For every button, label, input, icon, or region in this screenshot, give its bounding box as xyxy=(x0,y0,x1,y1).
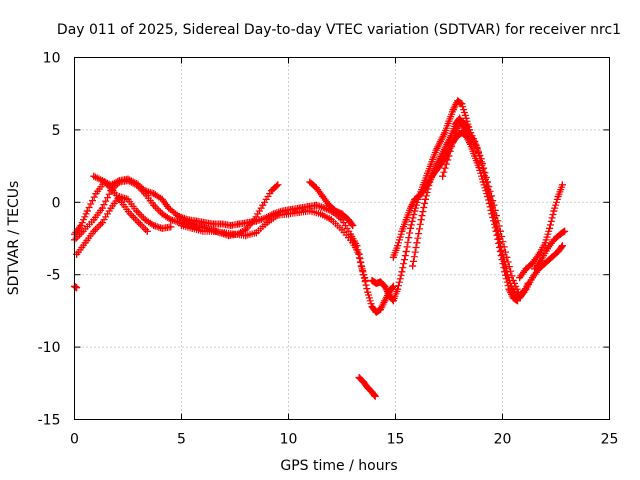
y-tick-label: -5 xyxy=(47,268,61,284)
y-axis-label: SDTVAR / TECUs xyxy=(6,181,22,296)
data-point-trail xyxy=(175,201,369,284)
chart-title: Day 011 of 2025, Sidereal Day-to-day VTE… xyxy=(57,22,621,38)
y-tick-label: -15 xyxy=(38,413,61,429)
plot-frame xyxy=(74,57,610,420)
series-prn-track-5 xyxy=(175,201,369,284)
data-point-trail xyxy=(306,178,357,229)
data-point-trail xyxy=(368,97,474,305)
series-prn-track-9 xyxy=(389,129,521,305)
y-tick-label: 0 xyxy=(52,195,61,211)
data-point-trail xyxy=(71,282,81,292)
series-prn-track-12 xyxy=(516,181,566,282)
axis-ticks: 0 5 10 15 20 25 -15 -10 -5 0 5 10 xyxy=(38,51,619,448)
series-prn-track-7 xyxy=(306,178,357,229)
data-point-trail xyxy=(531,227,569,273)
data-point-trail xyxy=(73,193,175,258)
x-tick-label: 20 xyxy=(494,432,512,448)
data-point-trail xyxy=(355,374,379,400)
grid-lines xyxy=(74,57,610,420)
y-tick-label: 5 xyxy=(52,123,61,139)
data-point-trail xyxy=(389,129,521,305)
data-series xyxy=(71,97,569,400)
series-prn-track-6 xyxy=(178,207,397,316)
series-prn-track-15 xyxy=(71,282,81,292)
x-tick-label: 10 xyxy=(280,432,298,448)
series-prn-track-3 xyxy=(73,193,175,258)
x-tick-label: 25 xyxy=(601,432,619,448)
x-tick-label: 5 xyxy=(177,432,186,448)
series-prn-track-14 xyxy=(355,374,379,400)
x-tick-label: 15 xyxy=(387,432,405,448)
x-tick-label: 0 xyxy=(70,432,79,448)
y-tick-label: 10 xyxy=(43,51,61,67)
y-tick-label: -10 xyxy=(38,340,61,356)
series-prn-track-11 xyxy=(439,117,566,299)
data-point-trail xyxy=(439,117,566,299)
data-point-trail xyxy=(178,207,397,316)
series-prn-track-13 xyxy=(531,227,569,273)
x-axis-label: GPS time / hours xyxy=(280,458,397,474)
data-point-trail xyxy=(516,181,566,282)
